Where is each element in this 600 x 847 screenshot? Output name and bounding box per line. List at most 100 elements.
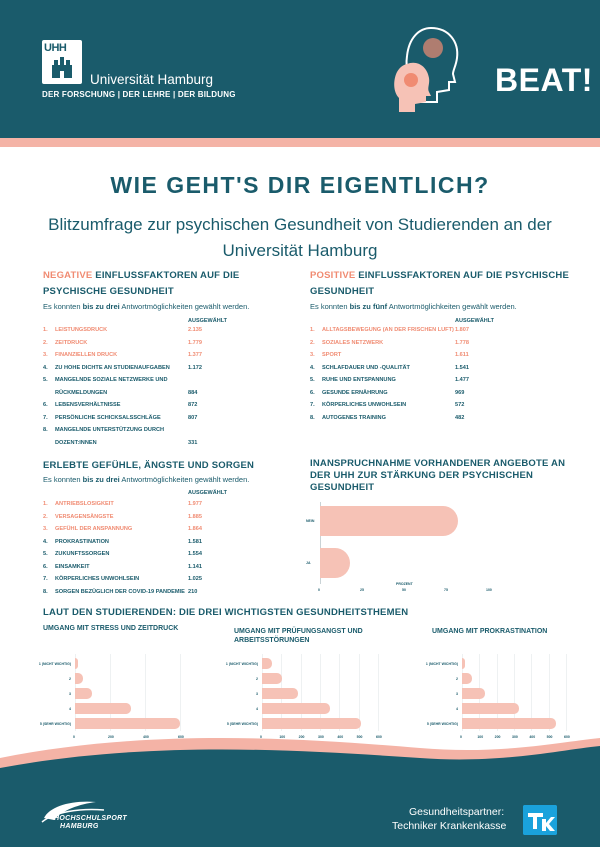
- positive-accent: POSITIVE: [310, 270, 356, 281]
- page-title: WIE GEHT'S DIR EIGENTLICH?: [110, 172, 490, 198]
- list-item-value: 969: [455, 389, 465, 396]
- topic-gridline: [531, 654, 533, 731]
- positive-heading-rest: EINFLUSSFAKTOREN AUF DIE PSYCHISCHE GESU…: [310, 270, 570, 297]
- beat-brand: BEAT!: [495, 62, 593, 98]
- list-item-value: 1.611: [455, 352, 469, 358]
- list-item-value: 1.779: [188, 339, 202, 346]
- topic-bar: [462, 718, 557, 729]
- list-item: 3. SPORT 1.611: [310, 349, 550, 362]
- topic-chart-title: UMGANG MIT PROKRASTINATION: [432, 628, 548, 635]
- list-item-value: 1.807: [455, 327, 469, 333]
- list-item-label: PROKRASTINATION: [55, 538, 109, 545]
- offers-x-tick: 100: [486, 588, 492, 592]
- list-item-value: 872: [188, 402, 198, 408]
- castle-icon: [52, 57, 72, 78]
- topic-x-tick: 600: [376, 735, 382, 739]
- list-item: 4. PROKRASTINATION 1.581: [43, 536, 283, 549]
- heads-illustration-icon: [394, 26, 459, 112]
- negative-factors-heading: NEGATIVE EINFLUSSFAKTOREN AUF DIE PSYCHI…: [43, 268, 303, 300]
- list-item: 4. SCHLAFDAUER UND -QUALITÄT 1.541: [310, 362, 550, 375]
- topic-category-label: 3: [256, 692, 258, 696]
- topic-x-tick: 0: [73, 735, 75, 739]
- list-item-number: 8.: [43, 588, 48, 595]
- topic-category-label: 3: [456, 692, 458, 696]
- list-item-label: KÖRPERLICHES UNWOHLSEIN: [322, 402, 407, 408]
- list-item-label: SOZIALES NETZWERK: [322, 339, 384, 346]
- tk-logo-icon[interactable]: [523, 805, 557, 835]
- list-item-number: 5.: [43, 551, 48, 557]
- topic-x-tick: 200: [298, 735, 305, 739]
- positive-column-header: AUSGEWÄHLT: [455, 318, 495, 324]
- offers-x-tick: 75: [444, 588, 448, 592]
- list-item: 2. ZEITDRUCK 1.779: [43, 337, 283, 350]
- topic-bar: [75, 718, 180, 729]
- topic-category-label: 4: [69, 707, 71, 711]
- list-item: 6. EINSAMKEIT 1.141: [43, 561, 283, 574]
- list-item-label: MANGELNDE UNTERSTÜTZUNG DURCH DOZENT:INNE…: [55, 427, 165, 446]
- list-item-value: 1.377: [188, 352, 202, 358]
- list-item-number: 5.: [310, 377, 315, 383]
- list-item-label: LEISTUNGSDRUCK: [55, 327, 108, 333]
- partner-name: Techniker Krankenkasse: [392, 820, 507, 832]
- topic-gridline: [320, 654, 321, 731]
- list-item: 6. LEBENSVERHÄLTNISSE 872: [43, 399, 283, 412]
- list-item: 7. KÖRPERLICHES UNWOHLSEIN 572: [310, 399, 550, 412]
- topic-category-label: 1 (NICHT WICHTIG): [38, 662, 71, 666]
- list-item: 7. KÖRPERLICHES UNWOHLSEIN 1.025: [43, 573, 283, 586]
- topic-gridline: [358, 654, 360, 731]
- topic-gridline: [496, 654, 498, 731]
- offers-x-tick: 0: [318, 588, 320, 592]
- hochschulsport-name: HOCHSCHULSPORT: [54, 815, 127, 822]
- topic-x-tick: 200: [494, 735, 501, 739]
- list-item-label: EINSAMKEIT: [55, 563, 90, 570]
- list-item: 1. LEISTUNGSDRUCK 2.135: [43, 324, 283, 337]
- list-item-number: 7.: [310, 402, 315, 408]
- topics-heading: LAUT DEN STUDIERENDEN: DIE DREI WICHTIGS…: [43, 607, 409, 618]
- hochschulsport-city: HAMBURG: [60, 823, 99, 830]
- offers-x-tick: 50: [402, 588, 406, 592]
- topic-bar: [75, 703, 131, 714]
- feelings-column-header: AUSGEWÄHLT: [188, 490, 228, 496]
- topic-bar: [462, 688, 485, 699]
- list-item-number: 2.: [43, 513, 48, 520]
- list-item-label: ZEITDRUCK: [55, 339, 88, 346]
- list-item-number: 6.: [310, 389, 315, 396]
- list-item-number: 4.: [43, 364, 48, 371]
- topic-category-label: 2: [256, 677, 258, 681]
- topic-gridline: [339, 654, 341, 731]
- list-item: 8. SORGEN BEZÜGLICH DER COVID-19 PANDEMIE…: [43, 586, 283, 599]
- list-item-value: 1.141: [188, 563, 202, 570]
- topic-category-label: 1 (NICHT WICHTIG): [225, 662, 258, 666]
- footer-wave: [0, 738, 600, 847]
- list-item-number: 5.: [43, 377, 48, 383]
- topic-bar: [262, 718, 362, 729]
- list-item-number: 3.: [310, 352, 315, 358]
- list-item-number: 8.: [310, 414, 315, 421]
- list-item-value: 1.554: [188, 551, 202, 557]
- uhh-logo[interactable]: UHH: [42, 40, 82, 84]
- topic-bar: [75, 673, 84, 684]
- topic-gridline: [566, 654, 567, 731]
- list-item-value: 2.135: [188, 327, 202, 333]
- topic-x-tick: 600: [178, 735, 184, 739]
- list-item: 5. ZUKUNFTSSORGEN 1.554: [43, 548, 283, 561]
- list-item-label: MANGELNDE SOZIALE NETZWERKE UND RÜCKMELDU…: [55, 377, 168, 396]
- list-item-label: SORGEN BEZÜGLICH DER COVID-19 PANDEMIE: [55, 588, 185, 595]
- offers-category-label: NEIN: [306, 519, 315, 523]
- topic-category-label: 5 (SEHR WICHTIG): [426, 722, 458, 726]
- positive-factors-list: 1. ALLTAGSBEWEGUNG (AN DER FRISCHEN LUFT)…: [310, 324, 550, 424]
- partner-label: Gesundheitspartner:: [409, 806, 505, 818]
- list-item-number: 2.: [310, 339, 315, 346]
- list-item-value: 1.581: [188, 538, 202, 545]
- list-item: 8. AUTOGENES TRAINING 482: [310, 412, 550, 425]
- topic-x-tick: 400: [337, 735, 344, 739]
- list-item-value: 1.172: [188, 364, 202, 371]
- topic-chart-title: UMGANG MIT STRESS UND ZEITDRUCK: [43, 625, 179, 632]
- list-item-value: 1.025: [188, 576, 202, 582]
- list-item-number: 2.: [43, 339, 48, 346]
- list-item-label: KÖRPERLICHES UNWOHLSEIN: [55, 576, 140, 582]
- list-item-value: 1.541: [455, 364, 469, 371]
- list-item-value: 331: [188, 439, 198, 446]
- list-item-label: ALLTAGSBEWEGUNG (AN DER FRISCHEN LUFT): [322, 327, 454, 333]
- list-item-label: RUHE UND ENTSPANNUNG: [322, 377, 396, 383]
